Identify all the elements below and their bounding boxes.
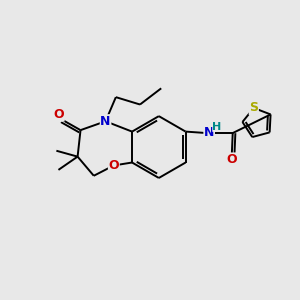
Text: H: H xyxy=(212,122,222,132)
Text: O: O xyxy=(226,153,237,166)
Text: N: N xyxy=(204,126,214,139)
Text: S: S xyxy=(249,101,258,115)
Text: O: O xyxy=(109,159,119,172)
Text: N: N xyxy=(100,115,111,128)
Text: O: O xyxy=(53,108,64,121)
